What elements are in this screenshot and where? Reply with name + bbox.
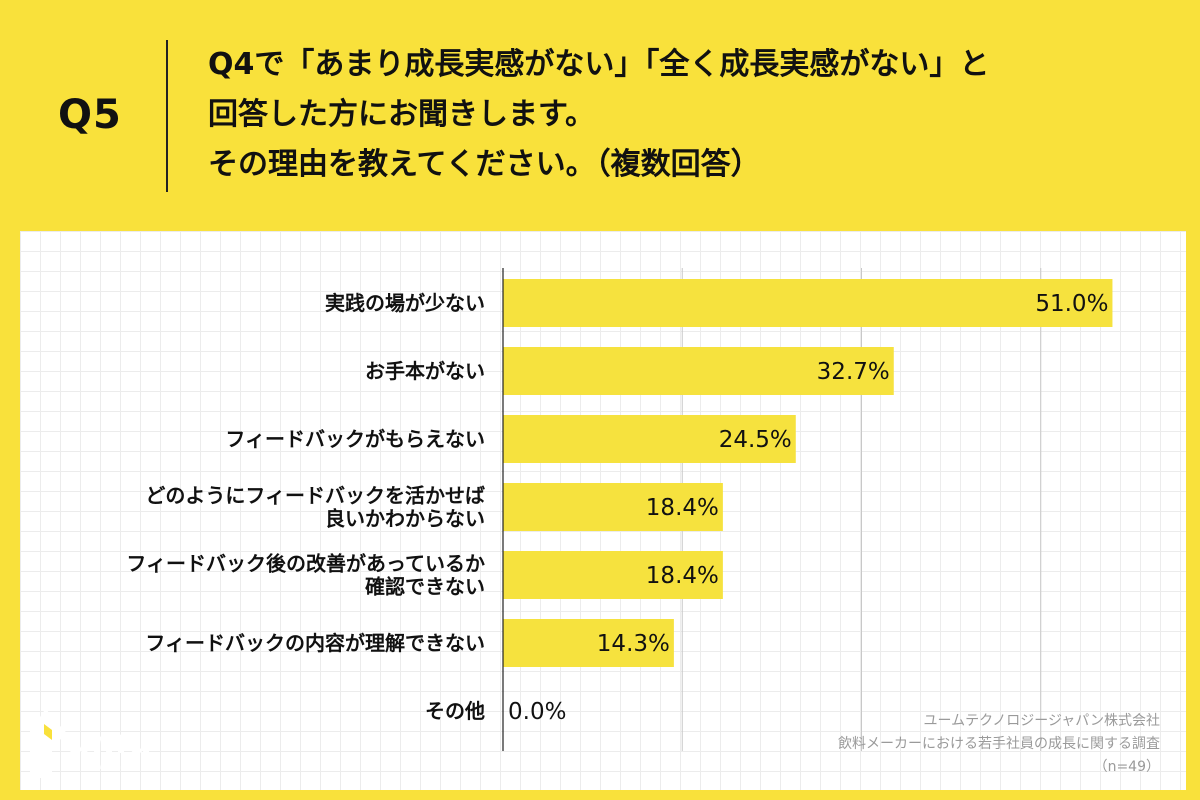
category-label: 実践の場が少ない <box>325 291 485 315</box>
source-survey: 飲料メーカーにおける若手社員の成長に関する調査 <box>838 736 1160 752</box>
value-label: 51.0% <box>1035 291 1108 317</box>
bar <box>503 415 796 463</box>
value-label: 14.3% <box>597 631 670 657</box>
source-company: ユームテクノロジージャパン株式会社 <box>923 713 1160 729</box>
category-label: その他 <box>425 699 485 723</box>
category-label: お手本がない <box>365 359 485 383</box>
category-label: フィードバック後の改善があっているか確認できない <box>126 552 485 599</box>
chart-card: 実践の場が少ない 51.0% お手本がない 32.7% フィードバックがもらえない 24.… <box>20 231 1186 790</box>
bar-chart: 実践の場が少ない 51.0% お手本がない 32.7% フィードバックがもらえない 24.… <box>126 268 1113 751</box>
logo-url: www.umu.co <box>84 762 141 771</box>
bar <box>503 619 674 667</box>
bar <box>503 279 1113 327</box>
bar <box>503 347 894 395</box>
value-label: 18.4% <box>646 563 719 589</box>
logo-text: umu <box>66 722 153 762</box>
question-text: Q4で「あまり成長実感がない」「全く成長実感がない」と 回答した方にお聞きします… <box>208 40 1168 190</box>
value-label: 0.0% <box>508 699 566 725</box>
question-line: Q4で「あまり成長実感がない」「全く成長実感がない」と <box>208 47 990 82</box>
question-line: 回答した方にお聞きします。 <box>208 97 595 132</box>
header-divider <box>166 40 168 192</box>
value-label: 32.7% <box>817 359 890 385</box>
value-label: 18.4% <box>646 495 719 521</box>
bar <box>503 483 723 531</box>
source-note: ユームテクノロジージャパン株式会社 飲料メーカーにおける若手社員の成長に関する調… <box>760 710 1160 779</box>
category-label: フィードバックがもらえない <box>225 427 485 451</box>
category-label: どのようにフィードバックを活かせば良いかわからない <box>145 484 485 531</box>
umu-logo-icon <box>30 708 66 778</box>
category-label: フィードバックの内容が理解できない <box>145 631 485 655</box>
bar <box>503 551 723 599</box>
source-sample-size: （n=49） <box>1093 759 1160 775</box>
question-number: Q5 <box>58 92 122 138</box>
question-line: その理由を教えてください。（複数回答） <box>208 147 761 182</box>
value-label: 24.5% <box>719 427 792 453</box>
